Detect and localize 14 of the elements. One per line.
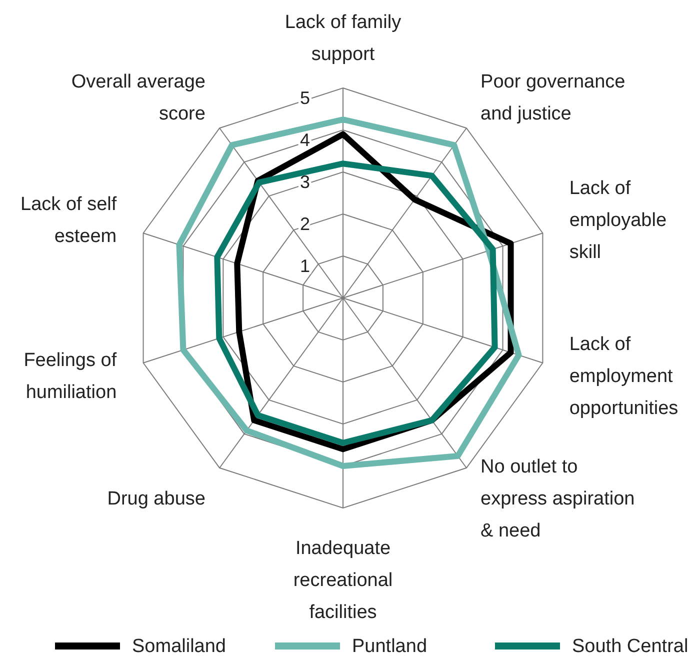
spoke-label: Poor governance and justice bbox=[480, 71, 626, 124]
legend-label: Puntland bbox=[352, 636, 428, 657]
spoke-label: Inadequate recreational facilities bbox=[293, 538, 393, 623]
spoke-label: No outlet to express aspiration & need bbox=[480, 456, 635, 542]
spoke-label: Lack of employable skill bbox=[569, 178, 667, 264]
legend-label: Somaliland bbox=[132, 636, 226, 657]
spoke-label: Overall average score bbox=[71, 71, 206, 124]
spoke-label: Feelings of humiliation bbox=[24, 350, 118, 403]
legend-label: South Central bbox=[572, 636, 688, 657]
spoke-label: Lack of self esteem bbox=[20, 194, 118, 248]
y-tick-label: 1 bbox=[300, 256, 310, 276]
spoke-label: Drug abuse bbox=[107, 488, 206, 510]
spoke-label: Lack of employment opportunities bbox=[569, 334, 678, 419]
spoke-label: Lack of family support bbox=[284, 12, 402, 65]
